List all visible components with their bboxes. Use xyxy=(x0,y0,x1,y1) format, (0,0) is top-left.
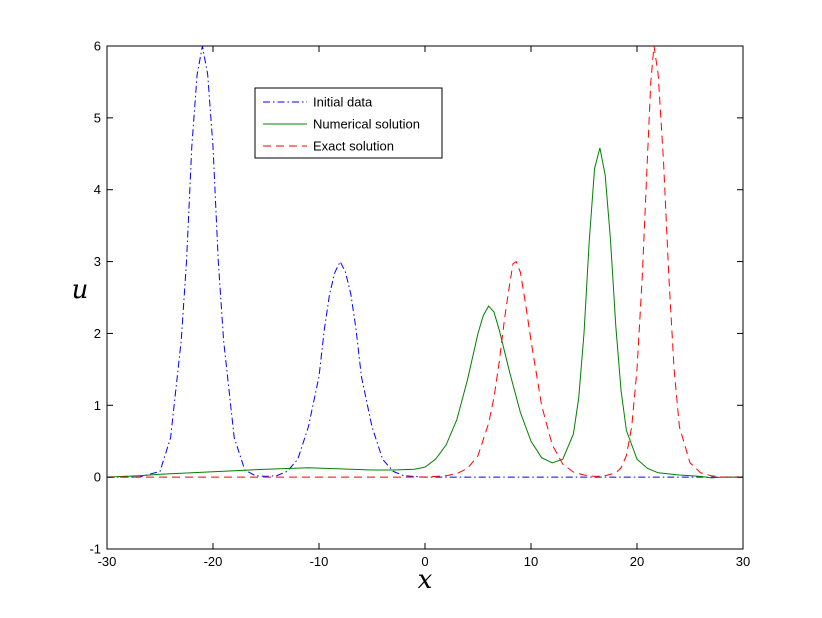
series-layer xyxy=(107,46,743,479)
y-tick-label: 0 xyxy=(94,470,101,485)
legend-label-0: Initial data xyxy=(313,95,373,110)
y-tick-label: 1 xyxy=(94,398,101,413)
y-tick-label: 5 xyxy=(94,110,101,125)
x-axis-label: x xyxy=(418,565,433,595)
x-tick-label: -20 xyxy=(204,554,223,569)
series-line-0 xyxy=(107,46,743,478)
y-tick-label: -1 xyxy=(89,542,101,557)
series-line-2 xyxy=(107,46,743,478)
legend-label-2: Exact solution xyxy=(313,139,394,154)
x-tick-label: 10 xyxy=(524,554,538,569)
legend-label-1: Numerical solution xyxy=(313,117,420,132)
x-tick-label: 0 xyxy=(421,554,428,569)
series-line-1 xyxy=(107,147,743,479)
y-axis-label: u xyxy=(72,275,89,305)
legend-box xyxy=(254,87,443,159)
y-tick-label: 2 xyxy=(94,326,101,341)
x-tick-label: 30 xyxy=(736,554,750,569)
y-tick-label: 4 xyxy=(94,182,101,197)
x-tick-label: 20 xyxy=(630,554,644,569)
y-tick-label: 3 xyxy=(94,254,101,269)
legend: Initial data Numerical solution Exact solu… xyxy=(254,87,443,159)
x-tick-label: -10 xyxy=(310,554,329,569)
y-tick-label: 6 xyxy=(94,39,101,54)
x-tick-label: -30 xyxy=(98,554,117,569)
